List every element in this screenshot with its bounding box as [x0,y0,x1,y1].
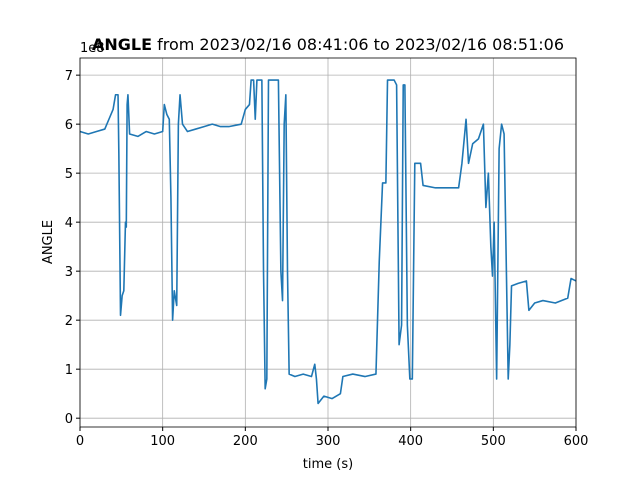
y-tick-label: 4 [65,216,73,231]
y-tick-label: 1 [65,363,73,378]
y-tick-label: 3 [65,265,73,280]
data-line [79,79,577,405]
y-axis-label: ANGLE [41,220,56,264]
x-tick-label: 600 [564,434,589,449]
axes-frame [79,57,577,428]
title-bold: ANGLE [92,35,152,54]
x-tick-label: 0 [76,434,84,449]
x-tick-label: 400 [398,434,423,449]
chart-title: ANGLE from 2023/02/16 08:41:06 to 2023/0… [92,35,564,54]
x-tick-label: 500 [481,434,506,449]
x-axis-label: time (s) [303,457,353,472]
x-tick-label: 300 [316,434,341,449]
y-tick-label: 6 [65,118,73,133]
x-tick-label: 200 [233,434,258,449]
y-tick-label: 0 [65,412,73,427]
y-tick-label: 5 [65,167,73,182]
y-offset-label: 1e8 [80,41,105,56]
title-rest: from 2023/02/16 08:41:06 to 2023/02/16 0… [157,35,564,54]
y-tick-label: 2 [65,314,73,329]
x-tick-label: 100 [150,434,175,449]
y-tick-label: 7 [65,69,73,84]
